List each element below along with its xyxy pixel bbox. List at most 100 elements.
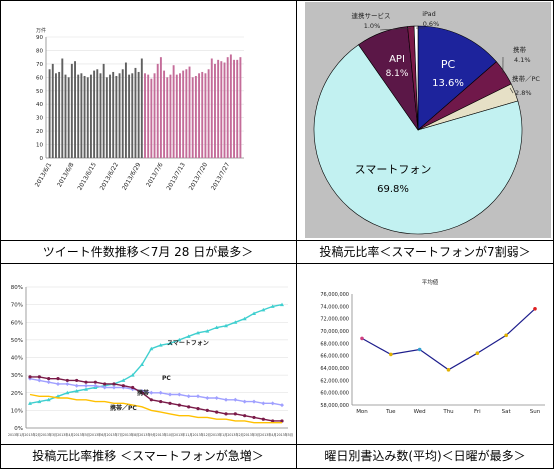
source-ratio-pie-chart: PC 13.6% 携帯 4.1% 携帯／PC 2.8% スマートフォン 69.8% API 8.1… xyxy=(313,10,540,235)
weekday-y-tick-label: 74,000,000 xyxy=(320,304,349,310)
bar-july xyxy=(210,58,213,159)
trend-y-tick-label: 80% xyxy=(11,285,23,291)
trend-series-label: 携帯／PC xyxy=(110,404,137,412)
trend-point xyxy=(214,325,219,330)
trend-point xyxy=(271,419,275,423)
weekday-point xyxy=(504,333,508,338)
grid-divider-caption-top-1 xyxy=(0,240,554,241)
weekday-x-tick-label: Sat xyxy=(502,409,512,415)
trend-y-tick-label: 30% xyxy=(11,373,23,379)
grid-divider-top xyxy=(0,0,554,1)
trend-series-line xyxy=(29,303,283,404)
bar-july xyxy=(214,63,216,159)
bar-june xyxy=(64,74,67,158)
bar-y-tick-label: 70 xyxy=(36,62,43,68)
trend-point xyxy=(196,394,200,399)
trend-point xyxy=(215,410,219,414)
trend-point xyxy=(280,403,284,408)
trend-point xyxy=(65,378,69,383)
trend-point xyxy=(205,408,209,412)
trend-x-tick-labels: 2013年1月2013年2月2013年3月2013年4月2013年5月2013年… xyxy=(8,432,293,437)
pie-label: API xyxy=(389,54,405,65)
weekday-y-tick-label: 76,000,000 xyxy=(320,292,349,298)
trend-point xyxy=(56,381,60,386)
bar-y-tick-label: 10 xyxy=(36,143,43,149)
grid-divider-caption-top-2 xyxy=(0,444,554,445)
bar-july xyxy=(198,73,201,158)
pie-leader-line xyxy=(379,27,411,31)
bar-july xyxy=(185,69,188,158)
bar-july xyxy=(150,78,153,158)
bar-y-unit: 万件 xyxy=(36,27,46,34)
trend-point xyxy=(205,329,210,333)
bar-july xyxy=(217,59,220,158)
bar-x-tick-label: 2013/7/27 xyxy=(210,161,232,191)
trend-y-tick-label: 70% xyxy=(11,303,23,309)
trend-point xyxy=(121,384,125,388)
bar-x-tick-label: 2013/6/1 xyxy=(34,161,54,188)
trend-point xyxy=(159,399,163,404)
bar-june xyxy=(96,69,99,158)
trend-point xyxy=(84,387,88,391)
weekday-x-tick-label: Thu xyxy=(442,409,453,415)
weekday-x-tick-label: Wed xyxy=(414,409,426,415)
bar-x-tick-label: 2013/7/13 xyxy=(165,161,187,191)
trend-point xyxy=(261,401,266,406)
pie-percent-label: 1.0% xyxy=(364,22,381,30)
bar-x-tick-label: 2013/7/20 xyxy=(188,161,210,191)
trend-point xyxy=(28,376,32,381)
weekday-y-tick-label: 70,000,000 xyxy=(320,329,349,335)
grid-divider-caption-bottom-1 xyxy=(0,263,554,264)
pie-label: 携帯／PC xyxy=(512,74,540,83)
bar-june xyxy=(83,75,86,158)
bar-july xyxy=(179,73,181,158)
trend-point xyxy=(168,392,172,397)
trend-point xyxy=(242,316,247,321)
bar-june xyxy=(140,58,143,159)
bar-y-tick-label: 60 xyxy=(36,75,43,81)
bar-july xyxy=(236,59,239,158)
pie-percent-label: 2.8% xyxy=(515,89,532,97)
bar-july xyxy=(163,70,166,158)
trend-point xyxy=(233,397,238,402)
bar-y-tick-label: 80 xyxy=(36,48,43,54)
trend-point xyxy=(103,382,107,386)
weekday-line xyxy=(361,308,536,371)
trend-point xyxy=(112,382,116,386)
bar-july xyxy=(188,66,191,158)
trend-point xyxy=(56,377,60,381)
source-ratio-pie-panel: PC 13.6% 携帯 4.1% 携帯／PC 2.8% スマートフォン 69.8% API 8.1… xyxy=(305,2,551,238)
pie-label: iPad xyxy=(422,10,436,18)
bar-july xyxy=(172,65,175,158)
bar-june xyxy=(77,74,80,158)
bar-june xyxy=(93,70,96,158)
trend-point xyxy=(37,378,42,383)
trend-point xyxy=(84,380,88,384)
trend-y-tick-label: 50% xyxy=(11,338,23,344)
source-trend-chart-panel: 0% 10% 20% 30% 40% 50% 60% 70% 80% スマートフォン PC 携帯 携帯／… xyxy=(2,277,294,447)
weekday-point xyxy=(360,336,364,341)
bar-x-tick-label: 2013/6/8 xyxy=(56,161,76,188)
trend-point xyxy=(131,385,135,390)
bar-june xyxy=(89,74,92,158)
trend-point xyxy=(243,414,247,418)
bar-june xyxy=(128,74,131,158)
trend-point xyxy=(177,403,181,407)
trend-point xyxy=(224,412,228,416)
bar-july xyxy=(233,59,236,158)
bar-july xyxy=(175,74,178,158)
weekday-y-tick-label: 66,000,000 xyxy=(320,354,349,360)
trend-point xyxy=(168,401,172,405)
bar-june xyxy=(121,69,124,158)
caption-tweet-count: ツイート件数推移＜7月 28 日が最多＞ xyxy=(42,245,254,259)
weekday-y-tick-label: 68,000,000 xyxy=(320,341,349,347)
bar-july xyxy=(220,61,223,159)
trend-point xyxy=(140,391,144,395)
bar-july xyxy=(207,69,210,158)
trend-point xyxy=(177,392,182,397)
trend-point xyxy=(280,302,284,307)
pie-percent-label: 0.6% xyxy=(423,20,440,28)
trend-point xyxy=(46,397,51,402)
